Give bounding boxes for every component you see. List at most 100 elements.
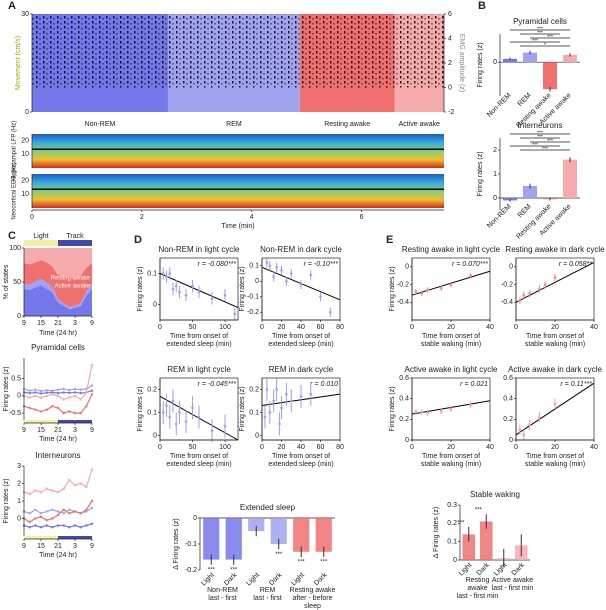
- x-tick-label: Non-REM: [486, 203, 513, 230]
- x-axis-label: extended sleep (min): [268, 341, 333, 348]
- x-tick-label: 100: [219, 324, 231, 331]
- chart-title: Interneurons: [36, 451, 81, 460]
- point: [191, 406, 194, 410]
- point: [45, 487, 48, 490]
- y-tick-label: 0.2: [447, 520, 457, 527]
- x-tick-label: 3: [73, 543, 77, 550]
- state-label: Resting awake: [324, 121, 370, 128]
- point: [39, 410, 43, 413]
- point: [45, 394, 48, 398]
- sig-stars: ***: [537, 130, 543, 136]
- chart-title: REM in light cycle: [167, 365, 231, 374]
- x-tick-label: 0: [158, 444, 162, 451]
- y-tick-label: 0: [153, 432, 157, 439]
- point: [51, 526, 54, 529]
- panel-label: C: [8, 230, 16, 242]
- sig-stars: ***: [532, 38, 538, 44]
- point: [522, 433, 526, 437]
- area: [24, 285, 92, 316]
- x-tick-label: 15: [37, 543, 45, 550]
- point: [39, 515, 43, 518]
- spike-raster: [299, 14, 395, 88]
- point: [85, 485, 88, 489]
- sig-stars: ***: [537, 134, 543, 140]
- sig-stars: ***: [320, 560, 328, 566]
- legend-label: Resting awake: [51, 276, 91, 282]
- point: [45, 519, 48, 522]
- x-tick-label: 0: [514, 444, 518, 451]
- panel-label: B: [478, 0, 486, 12]
- panel-label: E: [386, 234, 393, 246]
- group-label: Non-REM: [207, 587, 238, 594]
- x-tick-label: 21: [54, 320, 62, 327]
- x-tick-label: 0: [30, 214, 34, 221]
- x-tick-label: Dark: [313, 571, 329, 587]
- point: [28, 492, 31, 496]
- y-tick-label: 0: [453, 557, 457, 564]
- x-tick-label: Dark: [223, 571, 239, 587]
- point: [278, 422, 281, 426]
- point: [56, 524, 60, 527]
- point: [62, 391, 65, 394]
- group-label: sleep: [304, 603, 321, 610]
- y-axis-label: Firing rates (z): [3, 366, 10, 411]
- annotation: r = -0.10***: [304, 261, 339, 268]
- y-tick-label: -0.2: [501, 281, 513, 288]
- point: [68, 391, 71, 394]
- bar: [225, 518, 242, 560]
- point: [51, 517, 54, 520]
- point: [522, 293, 526, 297]
- sig-stars: ***: [542, 146, 548, 152]
- x-axis-label: stable waking (min): [525, 341, 585, 348]
- point: [28, 389, 31, 392]
- y-axis-label: Firing rates (z): [389, 386, 396, 431]
- x-tick-label: 20: [278, 324, 286, 331]
- y-axis-label: Firing rates (z): [239, 386, 246, 431]
- annotation: r = -0.080***: [198, 261, 237, 268]
- period-bar: [58, 536, 92, 539]
- point: [45, 389, 48, 392]
- point: [45, 510, 48, 513]
- sig-stars: ***: [547, 138, 553, 144]
- y-tick-label: 0.6: [503, 375, 513, 382]
- point: [34, 391, 37, 394]
- x-axis-label: stable waking (min): [525, 461, 585, 468]
- point: [414, 290, 418, 293]
- point: [85, 391, 88, 394]
- chart-title: Active awake in light cycle: [405, 365, 498, 374]
- point: [90, 389, 94, 392]
- point: [34, 508, 37, 511]
- y-tick-label: 2: [493, 147, 497, 154]
- x-axis-label: Time (24 hr): [39, 552, 77, 559]
- point: [414, 410, 418, 414]
- point: [79, 388, 82, 391]
- point: [68, 396, 71, 399]
- sig-stars: *: [544, 42, 546, 48]
- point: [268, 411, 272, 414]
- point: [528, 423, 531, 426]
- point: [34, 489, 37, 492]
- y-axis-label: Firing rates (z): [389, 266, 396, 311]
- chart-title: Resting awake in dark cycle: [505, 245, 605, 254]
- point: [68, 512, 71, 515]
- point: [79, 411, 82, 415]
- y-tick-label: 20: [21, 138, 29, 145]
- x-tick-label: 80: [336, 324, 344, 331]
- point: [528, 292, 531, 295]
- point: [34, 524, 37, 527]
- x-tick-label: Light: [458, 562, 474, 578]
- point: [34, 388, 37, 391]
- lfp-label: Neocortical EEG (Hz): [12, 162, 18, 219]
- bar: [293, 518, 310, 552]
- point: [39, 389, 43, 393]
- x-tick-label: 0: [410, 324, 414, 331]
- x-tick-label: 50: [189, 324, 197, 331]
- point: [39, 526, 43, 529]
- chart-title: Active awake in dark cycle: [508, 365, 602, 374]
- point: [68, 526, 71, 529]
- point: [34, 517, 37, 520]
- y-tick-label: 10: [21, 151, 29, 158]
- y-tick-label: 0.1: [249, 263, 259, 270]
- point: [56, 406, 60, 410]
- x-tick-label: 40: [590, 444, 598, 451]
